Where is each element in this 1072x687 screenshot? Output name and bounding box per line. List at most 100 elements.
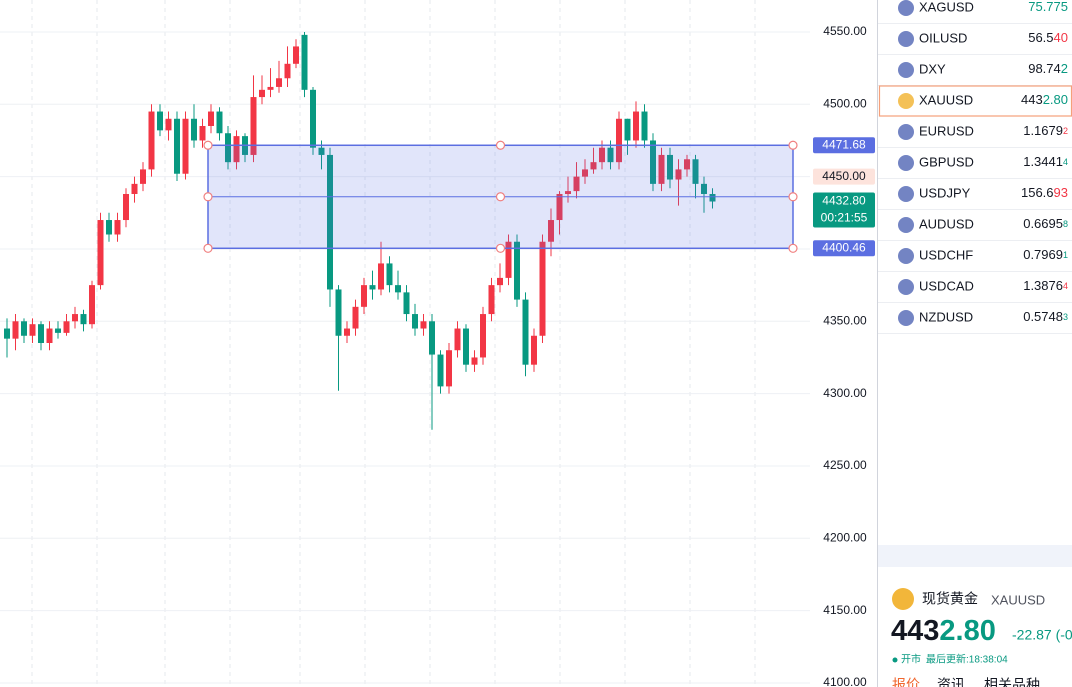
candle-body	[267, 86, 274, 90]
candle-body	[72, 314, 78, 322]
candle-body	[709, 193, 716, 202]
candle-body	[259, 89, 265, 98]
candle-body	[63, 321, 70, 333]
candle-body	[395, 285, 401, 293]
detail-tab[interactable]: 资讯	[937, 677, 965, 687]
candle-body	[89, 285, 95, 325]
symbol-icon	[898, 279, 914, 295]
candle-body	[471, 357, 478, 365]
symbol-price: 4432.80	[1021, 92, 1068, 107]
price-part: 56.5	[1028, 30, 1053, 45]
box-handle	[788, 243, 798, 253]
price-part: 0.5748	[1023, 309, 1063, 324]
symbol-name: OILUSD	[919, 30, 967, 45]
candle-body	[684, 159, 690, 170]
candle-body	[505, 241, 512, 278]
price-part: 1.3876	[1023, 278, 1063, 293]
countdown: 00:21:55	[821, 211, 868, 225]
price-part: 0.6695	[1023, 216, 1063, 231]
symbol-name: EURUSD	[919, 123, 974, 138]
candle-body	[429, 321, 435, 355]
candle-body	[352, 306, 359, 329]
candle-body	[701, 183, 707, 194]
candle-body	[21, 321, 27, 336]
symbol-price: 1.38764	[1023, 278, 1068, 293]
symbol-icon	[898, 93, 914, 109]
symbol-icon	[898, 248, 914, 264]
box-handle	[788, 192, 798, 202]
symbol-name: AUDUSD	[919, 216, 974, 231]
price-part: 2	[1063, 126, 1068, 136]
symbol-icon	[898, 31, 914, 47]
last-price-label: 4432.80	[822, 194, 866, 208]
candle-body	[327, 154, 333, 290]
price-tail: 2.80	[939, 615, 995, 647]
y-tick-label: 4500.00	[823, 96, 867, 110]
price-badge	[813, 168, 875, 185]
symbol-price: 156.693	[1021, 185, 1068, 200]
candle-body	[675, 169, 682, 180]
box-handle	[203, 192, 213, 202]
price-part: 2.80	[1043, 92, 1068, 107]
candle-body	[522, 299, 529, 365]
symbol-price: 98.742	[1028, 61, 1068, 76]
price-part: 98.74	[1028, 61, 1061, 76]
y-tick-label: 4100.00	[823, 675, 867, 687]
price-badge-label: 4471.68	[822, 137, 866, 151]
y-tick-label: 4250.00	[823, 458, 867, 472]
candle-body	[140, 169, 146, 184]
candle-body	[386, 263, 393, 286]
symbol-name: USDJPY	[919, 185, 971, 200]
candle-body	[80, 314, 87, 325]
candle-body	[531, 335, 537, 365]
detail-tab[interactable]: 相关品种	[984, 677, 1040, 687]
candle-body	[123, 193, 129, 221]
candle-body	[293, 46, 299, 64]
candle-body	[174, 118, 180, 174]
symbol-price: 1.34414	[1023, 154, 1068, 169]
candle-body	[616, 118, 622, 163]
price-part: 0.7969	[1023, 247, 1063, 262]
candle-body	[199, 126, 206, 141]
price-badge	[813, 240, 875, 257]
box-handle	[495, 192, 506, 202]
detail-symbol: XAUUSD	[991, 592, 1045, 607]
symbol-price: 1.16792	[1023, 123, 1068, 138]
detail-change: -22.87 (-0	[1012, 627, 1072, 643]
price-part: 443	[1021, 92, 1043, 107]
price-part: 75.775	[1028, 0, 1068, 14]
candle-body	[539, 241, 546, 336]
symbol-icon	[898, 217, 914, 233]
candle-body	[412, 314, 418, 329]
candle-body	[250, 97, 257, 155]
price-badge	[813, 137, 875, 154]
candle-body	[46, 328, 53, 343]
symbol-name: DXY	[919, 61, 946, 76]
y-tick-label: 4200.00	[823, 530, 867, 544]
detail-price: 4432.80	[891, 615, 996, 647]
candle-body	[607, 147, 614, 163]
candle-body	[225, 133, 231, 163]
candle-body	[148, 111, 155, 170]
detail-tab[interactable]: 报价	[892, 677, 920, 687]
price-part: 93	[1054, 185, 1068, 200]
candle-body	[165, 118, 172, 131]
box-handle	[788, 140, 798, 150]
candle-body	[378, 263, 384, 290]
y-tick-label: 4300.00	[823, 386, 867, 400]
symbol-name: USDCAD	[919, 278, 974, 293]
candle-body	[131, 183, 138, 194]
candle-body	[284, 63, 291, 79]
price-part: 2	[1061, 61, 1068, 76]
symbol-icon	[898, 62, 914, 78]
candle-body	[97, 220, 104, 286]
candle-body	[446, 350, 452, 387]
candle-body	[548, 220, 554, 242]
candle-body	[12, 321, 19, 339]
candle-body	[437, 354, 444, 387]
symbol-price: 75.775	[1028, 0, 1068, 14]
symbol-price: 56.540	[1028, 30, 1068, 45]
candle-body	[565, 191, 571, 194]
y-tick-label: 4150.00	[823, 603, 867, 617]
